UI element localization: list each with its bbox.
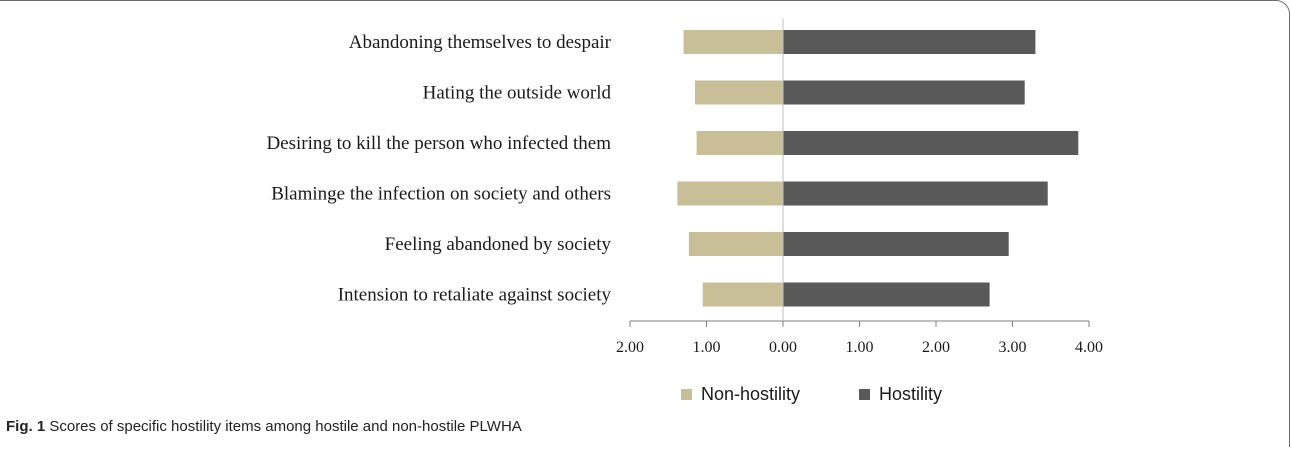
category-labels: Abandoning themselves to despair Hating t… bbox=[266, 32, 611, 306]
bars-layer bbox=[677, 30, 1079, 307]
bar-hostility-0 bbox=[783, 30, 1036, 54]
x-tick-label-6: 4.00 bbox=[1075, 339, 1103, 356]
x-tick-label-0: 2.00 bbox=[616, 339, 644, 356]
x-tick-label-2: 0.00 bbox=[769, 339, 797, 356]
bar-non-hostility-0 bbox=[683, 30, 783, 54]
bar-non-hostility-4 bbox=[688, 232, 783, 256]
x-tick-label-1: 1.00 bbox=[693, 339, 721, 356]
category-label-5: Intension to retaliate against society bbox=[338, 285, 612, 306]
caption-text: Scores of specific hostility items among… bbox=[49, 418, 522, 435]
bar-hostility-5 bbox=[783, 282, 990, 307]
bar-hostility-4 bbox=[783, 232, 1009, 256]
bar-hostility-3 bbox=[783, 181, 1048, 206]
x-tick-label-3: 1.00 bbox=[846, 339, 874, 356]
category-label-4: Feeling abandoned by society bbox=[385, 234, 612, 255]
category-label-3: Blaminge the infection on society and ot… bbox=[271, 184, 611, 205]
x-axis: 2.00 1.00 0.00 1.00 2.00 3.00 4.00 bbox=[616, 320, 1103, 356]
legend-swatch-non-hostility bbox=[681, 389, 692, 400]
bar-hostility-1 bbox=[783, 80, 1025, 105]
x-tick-label-5: 3.00 bbox=[999, 339, 1027, 356]
bar-hostility-2 bbox=[783, 131, 1079, 155]
legend-label-hostility: Hostility bbox=[879, 384, 942, 404]
bar-non-hostility-2 bbox=[696, 131, 783, 155]
bar-non-hostility-5 bbox=[702, 282, 783, 307]
x-tick-label-4: 2.00 bbox=[922, 339, 950, 356]
category-label-2: Desiring to kill the person who infected… bbox=[266, 133, 611, 154]
category-label-0: Abandoning themselves to despair bbox=[349, 32, 612, 53]
bar-non-hostility-1 bbox=[695, 80, 783, 105]
figure-caption: Fig. 1 Scores of specific hostility item… bbox=[6, 418, 1276, 435]
category-label-1: Hating the outside world bbox=[423, 83, 612, 104]
legend-swatch-hostility bbox=[859, 389, 870, 400]
bar-non-hostility-3 bbox=[677, 181, 783, 206]
legend-label-non-hostility: Non-hostility bbox=[701, 384, 800, 404]
caption-label: Fig. 1 bbox=[6, 418, 46, 435]
legend: Non-hostility Hostility bbox=[681, 384, 942, 404]
